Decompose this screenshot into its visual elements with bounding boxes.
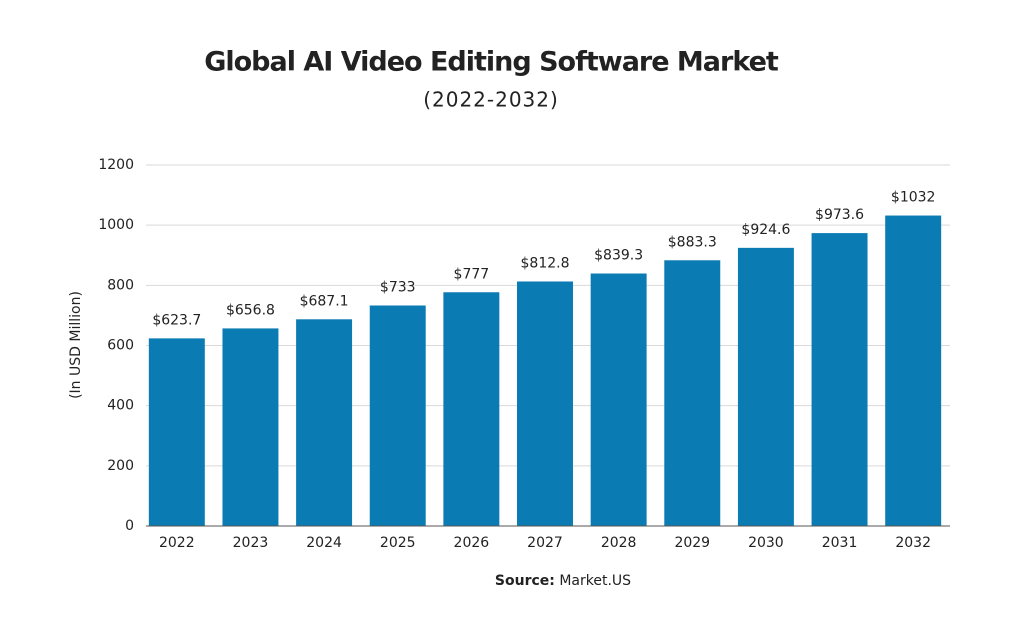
bar: [885, 215, 942, 527]
bar: [517, 281, 573, 526]
bar: [664, 260, 721, 526]
x-tick-label: 2022: [159, 535, 195, 551]
x-tick-label: 2029: [674, 535, 710, 551]
source: Market.US: [559, 573, 631, 589]
data-label: $924.6: [741, 222, 790, 238]
data-label: $623.7: [152, 312, 201, 328]
x-tick-label: 2023: [233, 535, 269, 551]
data-label: $733: [380, 279, 416, 295]
y-tick-label: 600: [107, 338, 134, 354]
data-label: $656.8: [226, 302, 275, 318]
y-tick-label: 400: [107, 398, 134, 414]
x-tick-label: 2032: [895, 535, 931, 551]
source-line: Source: Market.US: [495, 573, 631, 589]
data-label: $883.3: [668, 234, 717, 250]
x-tick-label: 2030: [748, 535, 784, 551]
bar: [222, 328, 279, 526]
y-tick-label: 1000: [98, 217, 134, 233]
data-label: $777: [454, 266, 490, 282]
bar: [443, 292, 500, 526]
x-tick-label: 2026: [454, 535, 490, 551]
bar: [811, 233, 868, 526]
y-axis-label: (In USD Million): [68, 291, 84, 399]
bar: [737, 247, 794, 527]
chart-title: Global AI Video Editing Software Market: [204, 47, 779, 78]
x-tick-label: 2024: [306, 535, 342, 551]
bar: [296, 319, 353, 526]
data-label: $1032: [891, 190, 936, 206]
bar: [590, 273, 647, 526]
data-label: $973.6: [815, 207, 864, 223]
y-tick-label: 1200: [98, 157, 134, 173]
bar: [369, 305, 426, 526]
bar: [148, 338, 205, 526]
data-label: $812.8: [521, 255, 570, 271]
x-tick-label: 2031: [822, 535, 858, 551]
x-tick-label: 2027: [527, 535, 563, 551]
source-label: Source:: [495, 573, 555, 589]
y-tick-label: 200: [107, 458, 134, 474]
x-tick-label: 2025: [380, 535, 416, 551]
chart-subtitle: (2022-2032): [423, 88, 559, 112]
x-tick-label: 2028: [601, 535, 637, 551]
y-tick-label: 800: [107, 277, 134, 293]
y-tick-label: 0: [125, 518, 134, 534]
data-label: $839.3: [594, 248, 643, 264]
data-label: $687.1: [300, 293, 349, 309]
